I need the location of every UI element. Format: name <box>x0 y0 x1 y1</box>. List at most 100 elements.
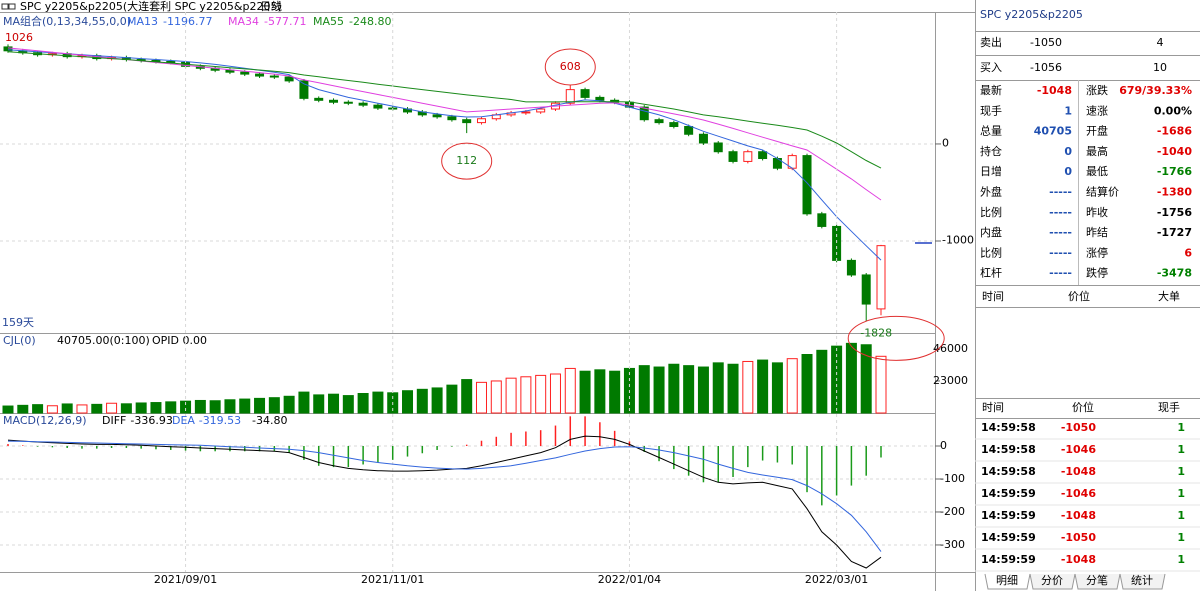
stat-label: 最高 <box>1086 144 1108 158</box>
period: 日线 <box>260 0 282 13</box>
macd-line <box>7 435 882 569</box>
volume-bar <box>76 404 88 414</box>
stat-label: 开盘 <box>1086 124 1108 138</box>
ma-line <box>7 51 882 169</box>
tab[interactable] <box>984 573 1031 590</box>
stat-value: -1048 <box>1037 84 1072 97</box>
tab-label[interactable]: 分价 <box>1041 574 1063 587</box>
volume-bar <box>32 404 44 414</box>
x-tick-label: 2022/01/04 <box>598 573 661 586</box>
volume-bar <box>771 362 783 414</box>
volume-bar <box>135 402 147 414</box>
trade-time: 14:59:59 <box>981 553 1036 566</box>
y-tick-label: -300 <box>940 538 965 551</box>
trade-price: -1048 <box>1061 465 1096 478</box>
trade-time: 14:59:58 <box>981 421 1036 434</box>
volume-bar <box>239 398 251 414</box>
stat-value: -1756 <box>1157 206 1193 219</box>
stat-label: 涨跌 <box>1086 83 1108 97</box>
candle-body <box>521 111 531 114</box>
volume-bar <box>165 401 177 414</box>
volume-bar <box>61 403 73 414</box>
legend-entry: DEA -319.53 <box>172 414 241 427</box>
candle-body <box>299 80 309 99</box>
volume-bar <box>786 358 798 414</box>
order-label: 买入 <box>980 61 1002 74</box>
candle-body <box>832 225 842 261</box>
candle-body <box>728 151 738 162</box>
window-title: SPC y2205&p2205(大连套利 SPC y2205&p2205) <box>20 0 282 13</box>
candle-body <box>166 60 176 63</box>
candle-body <box>476 118 486 124</box>
stat-label: 内盘 <box>980 225 1002 239</box>
tab[interactable] <box>1029 573 1076 590</box>
highlight-ring <box>441 142 493 180</box>
stat-value: -1040 <box>1157 145 1193 158</box>
candle-body <box>462 119 472 124</box>
stat-label: 日增 <box>980 164 1002 178</box>
trade-price: -1050 <box>1061 531 1097 544</box>
order-price: -1056 <box>1030 61 1062 74</box>
column-header: 时间 <box>982 290 1004 303</box>
volume-bar <box>194 399 206 414</box>
stat-label: 昨收 <box>1086 205 1108 219</box>
volume-bar <box>579 370 591 414</box>
tab-label[interactable]: 统计 <box>1131 574 1153 587</box>
window-icon <box>1 3 16 10</box>
candle-body <box>802 155 812 215</box>
y-tick-label: -200 <box>940 505 965 518</box>
stat-value: 679/39.33% <box>1119 84 1192 97</box>
highlight-ring <box>847 315 945 361</box>
volume-bar <box>475 381 487 414</box>
candle-body <box>269 75 279 78</box>
volume-bar <box>653 366 665 414</box>
order-price: -1050 <box>1030 36 1062 49</box>
trade-volume: 1 <box>1177 421 1185 434</box>
trade-volume: 1 <box>1177 487 1185 500</box>
volume-bar <box>17 404 29 414</box>
highlight-ring <box>544 48 596 86</box>
pane-title: MACD(12,26,9) <box>3 414 87 427</box>
x-tick-label: 2021/09/01 <box>154 573 217 586</box>
candle-body <box>846 259 856 276</box>
candle-body <box>817 213 827 227</box>
trade-price: -1048 <box>1061 553 1096 566</box>
volume-bar <box>357 393 369 414</box>
candle-body <box>595 96 605 101</box>
candle-body <box>743 151 753 162</box>
stat-value: -1686 <box>1157 125 1193 138</box>
candle-body <box>314 97 324 101</box>
volume-bar <box>106 402 118 414</box>
volume-bar <box>712 362 724 414</box>
stat-value: -1766 <box>1157 165 1193 178</box>
stat-label: 速涨 <box>1086 104 1108 117</box>
legend-entry: MA55 -248.80 <box>313 15 391 28</box>
order-label: 卖出 <box>980 35 1002 49</box>
stat-value: ----- <box>1049 186 1072 199</box>
volume-bar <box>342 395 354 414</box>
volume-bar <box>372 391 384 414</box>
stat-value: 1 <box>1064 104 1072 117</box>
volume-bar <box>91 403 103 414</box>
macd-line <box>7 440 882 552</box>
tab-label[interactable]: 明细 <box>996 574 1018 587</box>
tab[interactable] <box>1074 573 1121 590</box>
volume-bar <box>757 359 769 414</box>
candle-body <box>684 125 694 135</box>
pane-title: MA组合(0,13,34,55,0,0) <box>3 14 131 28</box>
candle-body <box>432 114 442 118</box>
y-tick-label: 0 <box>940 439 947 452</box>
period-count: 159天 <box>2 316 34 329</box>
tab[interactable] <box>1119 573 1166 590</box>
volume-bar <box>875 355 887 414</box>
trade-price: -1048 <box>1061 509 1096 522</box>
candle-body <box>565 89 575 104</box>
x-tick-label: 2021/11/01 <box>361 573 424 586</box>
stat-label: 最低 <box>1086 165 1108 178</box>
tab-label[interactable]: 分笔 <box>1086 573 1108 587</box>
y-tick-label: -1000 <box>942 233 974 246</box>
y-tick-label: 23000 <box>933 374 968 387</box>
volume-bar <box>860 344 872 414</box>
volume-bar <box>416 388 428 414</box>
legend-value: -577.71 <box>264 15 306 28</box>
